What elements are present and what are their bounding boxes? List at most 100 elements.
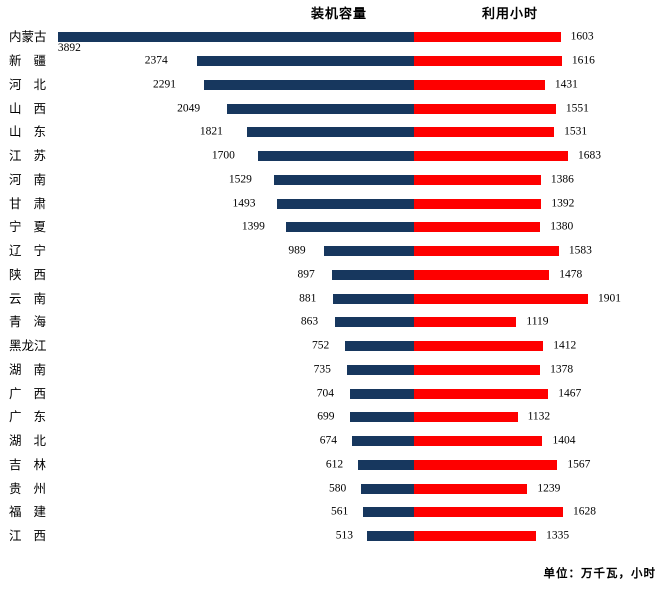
category-char: 疆 [33,53,46,68]
category-label: 山东 [9,126,46,139]
hours-value: 1616 [571,54,595,67]
hours-value: 1378 [550,363,574,376]
capacity-value: 513 [335,529,353,542]
category-char: 内 [9,30,22,45]
hours-bar [414,222,541,233]
category-char: 云 [9,291,22,306]
category-char: 西 [33,528,46,543]
capacity-value: 1529 [228,173,252,186]
hours-bar [414,459,558,470]
capacity-value: 580 [329,481,347,494]
hours-bar [414,56,562,67]
category-label: 云南 [9,292,46,305]
hours-value: 1132 [527,410,551,423]
hours-value: 1431 [554,78,578,91]
category-char: 建 [33,505,46,519]
hours-bar [414,412,518,423]
hours-value: 1392 [551,196,575,209]
category-label: 甘肃 [9,197,46,210]
category-char: 西 [33,386,46,401]
category-char: 宁 [9,220,22,235]
hours-value: 1603 [570,30,594,43]
capacity-bar [346,364,414,375]
chart-row: 辽宁 989 1583 [0,239,664,263]
capacity-value: 881 [299,291,317,304]
category-char: 河 [9,172,22,187]
chart-row: 福建 561 1628 [0,500,664,524]
hours-value: 1567 [567,458,591,471]
capacity-value: 2049 [177,101,201,114]
hours-value: 1478 [559,268,583,281]
category-label: 江西 [9,530,46,543]
hours-bar [414,436,543,447]
category-char: 古 [34,30,47,45]
chart-row: 广西 704 1467 [0,382,664,406]
category-char: 海 [33,315,46,330]
capacity-bar [258,151,414,162]
hours-value: 1404 [552,434,576,447]
category-label: 湖北 [9,435,46,448]
capacity-bar [335,317,414,328]
category-char: 江 [9,148,22,163]
category-char: 山 [9,125,22,140]
capacity-bar [333,293,414,304]
chart-row: 河南 1529 1386 [0,168,664,192]
capacity-value: 2291 [153,78,177,91]
hours-value: 1583 [568,244,592,257]
category-char: 广 [9,386,22,401]
category-char: 州 [33,481,46,496]
hours-bar [414,483,528,494]
hours-value: 1386 [550,173,574,186]
hours-value: 1412 [553,339,577,352]
category-label: 辽宁 [9,245,46,258]
capacity-bar [362,507,414,518]
category-label: 陕西 [9,269,46,282]
capacity-bar [204,79,414,90]
category-char: 山 [9,101,22,116]
chart-row: 青海 863 1119 [0,310,664,334]
hours-bar [414,317,517,328]
category-char: 广 [9,410,22,425]
category-char: 陕 [9,267,22,282]
category-label: 山西 [9,102,46,115]
capacity-value: 735 [313,363,331,376]
capacity-bar [360,483,414,494]
hours-value: 1551 [565,101,589,114]
chart-row: 云南 881 1901 [0,287,664,311]
category-label: 广东 [9,411,46,424]
category-label: 青海 [9,316,46,329]
category-label: 河南 [9,174,46,187]
hours-value: 1239 [537,481,561,494]
capacity-bar [331,269,414,280]
capacity-value: 704 [316,386,334,399]
capacity-bar [274,174,414,185]
capacity-bar [277,198,414,209]
hours-value: 1683 [577,149,601,162]
capacity-bar [367,531,414,542]
chart-row: 湖北 674 1404 [0,429,664,453]
chart-row: 广东 699 1132 [0,405,664,429]
chart-row: 山东 1821 1531 [0,121,664,145]
category-char: 青 [9,315,22,330]
category-char: 江 [9,528,22,543]
category-char: 辽 [9,243,22,258]
capacity-value: 674 [319,434,337,447]
hours-value: 1119 [526,315,549,328]
hours-bar [414,79,545,90]
chart-row: 陕西 897 1478 [0,263,664,287]
category-label: 福建 [9,506,46,519]
hours-value: 1467 [558,386,582,399]
capacity-bar [57,32,414,43]
category-char: 龙 [21,338,35,353]
chart-row: 宁夏 1399 1380 [0,216,664,240]
chart-row: 新疆 2374 1616 [0,49,664,73]
category-char: 西 [33,101,46,116]
category-char: 黑 [9,338,22,353]
capacity-value: 699 [317,410,335,423]
category-char: 贵 [9,481,22,496]
hours-bar [414,293,588,304]
category-label: 广西 [9,387,46,400]
capacity-value: 1821 [199,125,223,138]
left-series-header: 装机容量 [310,6,368,21]
chart-row: 江苏 1700 1683 [0,144,664,168]
